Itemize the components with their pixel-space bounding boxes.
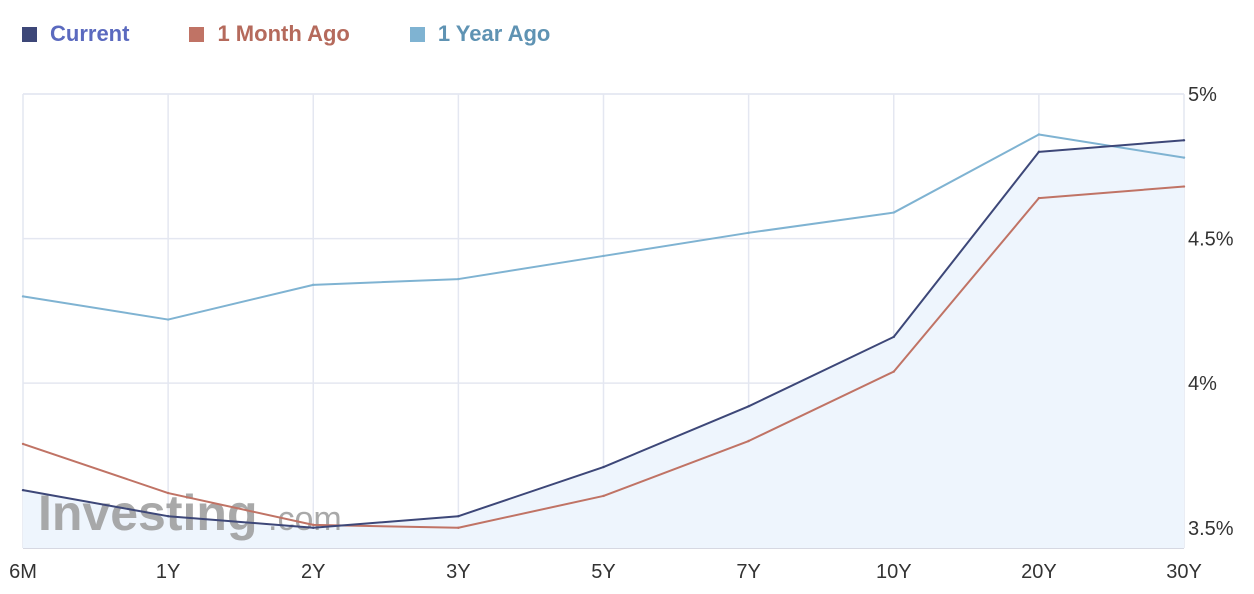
series-layer [21, 133, 1186, 529]
legend-label-1-month-ago: 1 Month Ago [217, 21, 350, 46]
series-point [747, 405, 750, 408]
legend-item-1-month-ago[interactable]: 1 Month Ago [189, 21, 350, 47]
series-point [166, 514, 170, 518]
area-layer [23, 140, 1184, 548]
legend-swatch-1-month-ago [189, 26, 205, 42]
series-point [312, 523, 315, 527]
series-point [892, 211, 895, 214]
series-point [602, 254, 605, 258]
x-tick-label: 5Y [591, 561, 615, 583]
legend-item-1-year-ago[interactable]: 1 Year Ago [409, 21, 551, 47]
series-point [166, 318, 170, 321]
legend-swatch-current [22, 26, 37, 42]
series-point [457, 277, 460, 281]
series-point [1037, 196, 1041, 200]
series-point [747, 439, 750, 443]
series-point [21, 295, 25, 298]
x-tick-label: 2Y [301, 561, 325, 583]
series-point [602, 465, 605, 469]
series-point [1182, 156, 1186, 159]
legend-swatch-1-year-ago [409, 26, 425, 42]
y-tick-label: 3.5% [1188, 518, 1234, 540]
series-point [21, 442, 25, 446]
series-point [602, 494, 605, 498]
series-point [1037, 133, 1041, 136]
x-tick-label: 1Y [156, 561, 180, 583]
series-point [1037, 150, 1041, 154]
y-tick-label: 4.5% [1188, 229, 1234, 251]
axis-layer: 6M 1Y 2Y 3Y 5Y 7Y 10Y 20Y 30Y 3.5% 4% 4.5% 5% [9, 84, 1234, 583]
series-point [1182, 185, 1186, 188]
x-tick-label: 3Y [446, 561, 470, 583]
series-point [166, 491, 170, 495]
series-point [21, 488, 25, 492]
current-area-fill [23, 140, 1184, 548]
series-point [747, 231, 750, 235]
y-tick-label: 4% [1188, 373, 1217, 395]
legend-item-current[interactable]: Current [22, 21, 129, 47]
series-point [312, 283, 315, 287]
x-tick-label: 20Y [1021, 561, 1057, 583]
x-tick-label: 30Y [1166, 561, 1202, 583]
series-point [892, 335, 895, 339]
watermark-suffix-text: .com [268, 500, 342, 538]
x-tick-label: 6M [9, 561, 37, 583]
y-tick-label: 5% [1188, 84, 1217, 106]
series-point [1182, 139, 1186, 142]
chart-legend: Current 1 Month Ago 1 Year Ago [22, 18, 610, 50]
investing-logo-watermark: Investing .com [38, 485, 342, 541]
series-point [312, 526, 315, 529]
x-tick-label: 10Y [876, 561, 912, 583]
series-point [457, 526, 460, 529]
series-point [892, 370, 895, 373]
legend-label-current: Current [50, 21, 130, 46]
legend-label-1-year-ago: 1 Year Ago [437, 21, 551, 46]
series-point [457, 514, 460, 518]
x-tick-label: 7Y [736, 561, 760, 583]
